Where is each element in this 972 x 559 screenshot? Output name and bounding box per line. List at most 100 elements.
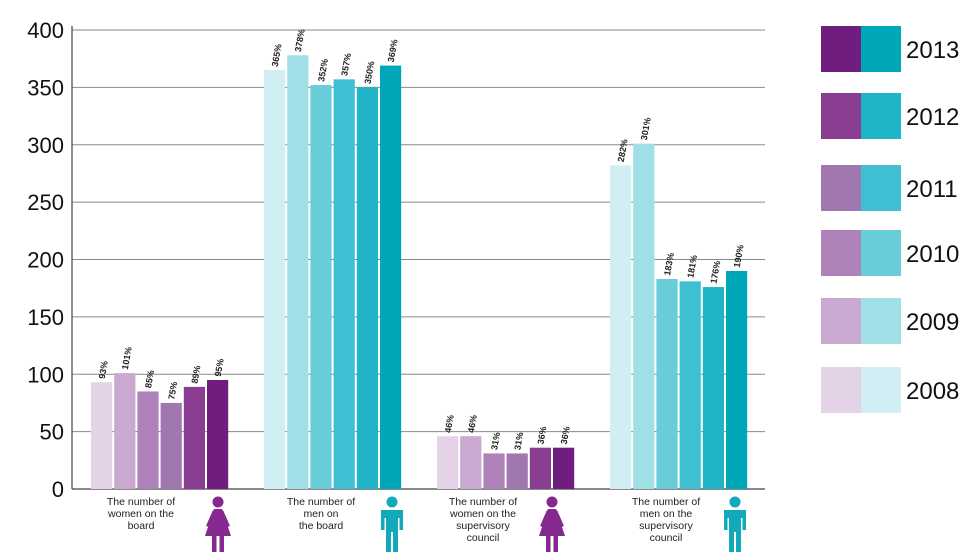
- legend-swatch-female: [821, 367, 861, 413]
- category-label: The number of: [632, 496, 700, 508]
- bar-2010: [656, 279, 678, 489]
- legend-swatch-female: [821, 165, 861, 211]
- data-label: 181%: [685, 254, 699, 278]
- bars: 93% 101% 85% 75% 89% 95% 365% 378% 352% 357% 350% 3…: [91, 28, 748, 490]
- female-icon: [205, 496, 231, 552]
- bar-2013: [207, 379, 229, 489]
- y-tick-label: 0: [52, 477, 64, 502]
- legend-swatch-male: [861, 93, 901, 139]
- legend-label: 2009: [906, 309, 959, 336]
- legend-label: 2010: [906, 241, 959, 268]
- male-icon: [381, 496, 403, 552]
- data-label: 85%: [143, 369, 156, 388]
- bar-2008: [264, 70, 286, 489]
- y-tick-label: 100: [27, 362, 64, 387]
- category-label: board: [128, 520, 155, 532]
- category-label: men on: [303, 508, 338, 520]
- y-tick-label: 350: [27, 75, 64, 100]
- category-label: supervisory: [456, 520, 510, 532]
- data-label: 101%: [120, 346, 134, 370]
- data-label: 46%: [466, 414, 479, 433]
- data-label: 369%: [386, 39, 400, 63]
- data-label: 89%: [190, 365, 203, 384]
- data-label: 282%: [616, 138, 630, 162]
- bar-2012: [529, 447, 551, 489]
- data-label: 93%: [97, 360, 110, 379]
- bar-2010: [310, 85, 332, 489]
- category-label: men on the: [640, 508, 693, 520]
- bar-2008: [437, 436, 459, 489]
- legend-swatch-female: [821, 298, 861, 344]
- data-label: 190%: [732, 244, 746, 268]
- data-label: 352%: [316, 58, 330, 82]
- category-label: council: [650, 532, 683, 544]
- data-label: 36%: [559, 426, 572, 445]
- bar-2013: [726, 270, 748, 489]
- bar-2010: [483, 453, 505, 489]
- legend-swatch-male: [861, 165, 901, 211]
- bar-2008: [610, 165, 632, 489]
- category-label: the board: [299, 520, 344, 532]
- bar-2011: [333, 79, 355, 489]
- legend-item-2011: 2011: [821, 165, 958, 211]
- male-icon: [724, 496, 746, 552]
- legend: 2013 2012 2011 2010 2009 2008: [821, 26, 959, 413]
- bar-2008: [91, 382, 113, 489]
- legend-item-2009: 2009: [821, 298, 959, 344]
- y-tick-label: 400: [27, 18, 64, 43]
- data-label: 365%: [270, 43, 284, 67]
- legend-swatch-female: [821, 93, 861, 139]
- bar-2009: [114, 373, 136, 489]
- data-label: 350%: [363, 60, 377, 84]
- legend-label: 2008: [906, 378, 959, 405]
- data-label: 357%: [339, 52, 353, 76]
- legend-swatch-female: [821, 26, 861, 72]
- legend-item-2010: 2010: [821, 230, 959, 276]
- category-label: supervisory: [639, 520, 693, 532]
- legend-label: 2012: [906, 104, 959, 131]
- data-label: 301%: [639, 117, 653, 141]
- data-label: 31%: [489, 431, 502, 450]
- data-label: 176%: [709, 260, 723, 284]
- bar-2009: [460, 436, 482, 489]
- y-axis: 0 50 100 150 200 250 300 350 400: [27, 18, 765, 502]
- y-tick-label: 250: [27, 190, 64, 215]
- category-label: The number of: [287, 496, 355, 508]
- category-label: women on the: [107, 508, 174, 520]
- legend-swatch-male: [861, 367, 901, 413]
- y-tick-label: 200: [27, 248, 64, 273]
- legend-item-2008: 2008: [821, 367, 959, 413]
- bar-2009: [633, 143, 655, 490]
- category-label: The number of: [107, 496, 175, 508]
- y-tick-label: 150: [27, 305, 64, 330]
- data-label: 378%: [293, 28, 307, 52]
- bar-2012: [702, 287, 724, 489]
- y-tick-label: 50: [40, 420, 64, 445]
- bar-2011: [160, 402, 182, 489]
- legend-swatch-male: [861, 298, 901, 344]
- legend-item-2013: 2013: [821, 26, 959, 72]
- category-label: The number of: [449, 496, 517, 508]
- legend-swatch-male: [861, 26, 901, 72]
- bar-2012: [183, 386, 205, 489]
- data-label: 36%: [536, 426, 549, 445]
- data-label: 95%: [213, 358, 226, 377]
- data-label: 46%: [443, 414, 456, 433]
- bar-2011: [506, 453, 528, 489]
- bar-2009: [287, 55, 309, 490]
- legend-label: 2013: [906, 37, 959, 64]
- legend-swatch-male: [861, 230, 901, 276]
- bar-2010: [137, 391, 159, 489]
- bar-2012: [356, 87, 378, 489]
- category-label: council: [467, 532, 500, 544]
- data-label: 75%: [166, 381, 179, 400]
- bar-2013: [553, 447, 575, 489]
- legend-swatch-female: [821, 230, 861, 276]
- legend-item-2012: 2012: [821, 93, 959, 139]
- bar-2013: [380, 65, 402, 489]
- female-icon: [539, 496, 565, 552]
- category-label: women on the: [449, 508, 516, 520]
- bar-2011: [679, 281, 701, 489]
